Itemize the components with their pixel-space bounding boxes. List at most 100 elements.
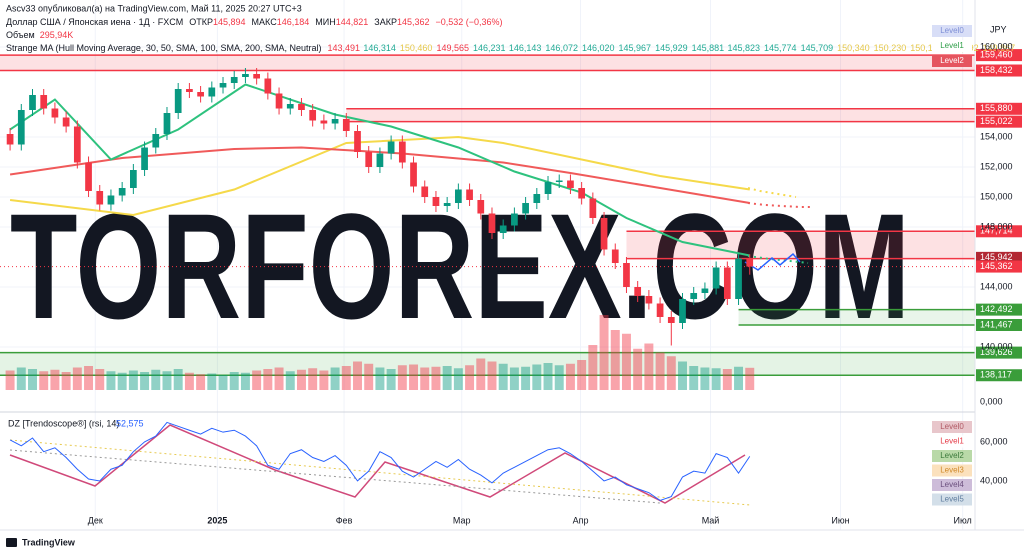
ma-value: 149,565 (436, 43, 469, 53)
candle-body (679, 299, 686, 323)
y-tick-label: 144,000 (980, 281, 1013, 291)
candle-body (488, 213, 496, 233)
candle-body (589, 198, 597, 218)
volume-bar (117, 372, 127, 390)
candle-body (342, 119, 350, 131)
volume-bar (476, 358, 486, 390)
change: −0,532 (−0,36%) (436, 17, 503, 27)
volume-bar (577, 360, 587, 390)
volume-bar (16, 367, 26, 390)
candle-body (331, 119, 339, 124)
candle-body (600, 218, 608, 250)
ohlc-value: 145,894 (213, 17, 246, 27)
level-legend-box (932, 493, 972, 506)
level-label: 158,432 (980, 65, 1013, 75)
ma-value: 145,709 (801, 43, 834, 53)
volume-bar (397, 365, 407, 390)
volume-bar (128, 370, 138, 390)
zone (346, 108, 975, 122)
candle-body (578, 188, 585, 199)
volume-bar (252, 370, 262, 390)
candle-body (6, 134, 14, 145)
volume-bar (28, 369, 37, 390)
level-legend: Level2 (940, 56, 964, 65)
candle-body (320, 120, 328, 124)
rsi-line (9, 421, 751, 501)
level-label: 145,942 (980, 252, 1013, 262)
level-legend: Level5 (940, 495, 964, 504)
candle-body (40, 95, 48, 109)
volume-bar (50, 369, 60, 390)
watermark: TORFOREX.COM (10, 182, 910, 350)
candle-body (275, 93, 283, 109)
candle-body (309, 110, 317, 121)
candle-body (690, 293, 698, 299)
candle-body (611, 249, 619, 263)
volume-bar (61, 372, 71, 390)
volume-bar (84, 366, 94, 390)
zone (0, 352, 975, 376)
candle-body (85, 162, 92, 191)
ma-value: 146,143 (509, 43, 542, 53)
volume-bar (644, 343, 654, 390)
level-legend: Level2 (940, 451, 964, 460)
volume-bar (151, 369, 161, 390)
volume-bar (386, 369, 396, 390)
y-tick-label: 160,000 (980, 41, 1013, 51)
level-label: 155,880 (980, 103, 1013, 113)
volume-tick-label: 0,000 (980, 396, 1003, 406)
candle-body (118, 188, 126, 196)
candle-body (174, 89, 182, 113)
volume-bar (184, 372, 194, 390)
symbol: Доллар США / Японская иена · 1Д · FXCM (6, 17, 183, 27)
level-label-box (976, 115, 1022, 128)
level-label-box (976, 346, 1022, 359)
candle-body (376, 153, 384, 167)
level-legend-box (932, 479, 972, 491)
rsi-legend: DZ [Trendoscope®] (rsi, 14) (8, 418, 119, 428)
ohlc-value: 146,184 (277, 17, 310, 27)
ma-value: 146,020 (582, 43, 615, 53)
ma-value: 146,231 (473, 43, 506, 53)
candle-body (62, 117, 70, 127)
volume-bar (633, 348, 643, 390)
candle-body (723, 267, 731, 299)
volume-bar (162, 371, 172, 390)
candle-body (96, 191, 104, 205)
volume-name: Объем (6, 30, 35, 40)
volume-bar (140, 372, 150, 390)
level-label: 141,467 (980, 319, 1013, 329)
trend-line (9, 449, 661, 504)
candle-body (186, 89, 193, 92)
brand-logo (6, 538, 17, 547)
volume-bar (196, 374, 206, 390)
candle-body (208, 87, 216, 97)
volume-bar (689, 366, 699, 390)
candle-body (499, 225, 507, 233)
candle-body (152, 134, 160, 148)
candle-body (567, 180, 574, 188)
ma-value: 145,774 (764, 43, 797, 53)
candle-body (421, 186, 429, 197)
x-tick-label: Фев (336, 515, 353, 525)
candle-body (230, 77, 238, 83)
candle-body (746, 258, 754, 267)
currency: JPY (990, 24, 1007, 34)
candle-body (387, 141, 395, 154)
candle-body (656, 303, 664, 317)
ma-line-legend: Strange MA (Hull Moving Average, 30, 50,… (6, 43, 1015, 53)
candle-body (667, 317, 675, 323)
candle-body (455, 189, 462, 203)
ma-value: 146,314 (363, 43, 396, 53)
zone (738, 309, 975, 325)
candle-body (107, 195, 115, 205)
volume-bar (465, 365, 475, 390)
x-tick-label: 2025 (207, 515, 227, 525)
volume-bar (409, 364, 419, 390)
volume-bar (72, 367, 82, 390)
ma-value: 150,340 (837, 43, 870, 53)
level-legend: Level4 (940, 480, 964, 489)
rsi-tick-label: 60,000 (980, 436, 1008, 446)
y-tick-label: 140,000 (980, 341, 1013, 351)
level-label-box (976, 303, 1022, 316)
